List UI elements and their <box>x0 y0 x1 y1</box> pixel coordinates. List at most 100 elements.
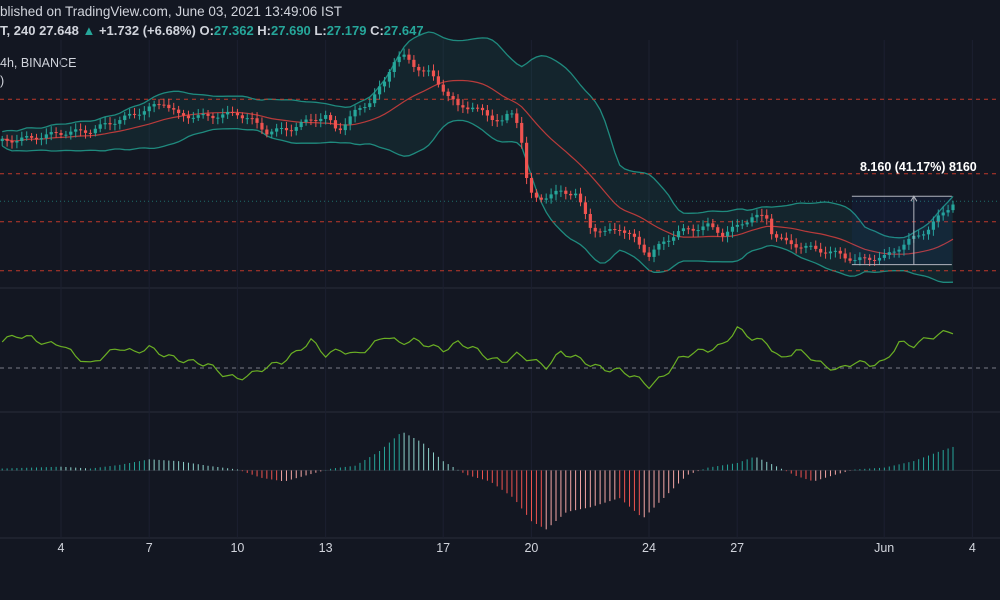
candle-body <box>466 107 470 110</box>
candle-body <box>804 245 808 248</box>
candle-body <box>583 202 588 215</box>
candle-body <box>941 212 945 216</box>
candle-body <box>34 137 39 140</box>
candle-body <box>333 120 338 129</box>
candle-body <box>505 113 509 121</box>
candle-body <box>672 237 676 241</box>
candle-body <box>211 115 215 119</box>
candle-body <box>662 241 666 244</box>
candle-body <box>162 104 166 106</box>
bollinger-basis <box>2 79 954 255</box>
candle-body <box>314 120 318 122</box>
candle-body <box>544 198 548 200</box>
time-axis-label: 10 <box>230 541 244 555</box>
candle-body <box>623 230 627 233</box>
candle-body <box>108 123 112 125</box>
candle-body <box>667 240 671 242</box>
candle-body <box>172 108 176 110</box>
series-legend: 4h, BINANCE <box>0 56 77 70</box>
candle-body <box>750 217 754 223</box>
measure-area <box>851 196 952 265</box>
candle-body <box>235 112 240 116</box>
candle-body <box>539 197 543 200</box>
candle-body <box>613 229 617 231</box>
candle-body <box>549 194 553 199</box>
candle-body <box>270 131 274 135</box>
candle-body <box>799 247 803 249</box>
candle-body <box>186 115 191 119</box>
candle-body <box>480 107 485 111</box>
candle-body <box>554 190 558 195</box>
candle-body <box>843 253 847 259</box>
candle-body <box>779 237 784 239</box>
candle-body <box>618 230 622 232</box>
candle-body <box>201 113 205 116</box>
candle-body <box>608 229 612 231</box>
bollinger-upper <box>2 31 954 239</box>
low-value: 27.179 <box>326 23 367 38</box>
candle-body <box>412 59 416 67</box>
candle-body <box>30 136 34 138</box>
quote-line: T, 240 27.648 ▲ +1.732 (+6.68%) O:27.362… <box>0 23 424 38</box>
time-axis-label: Jun <box>874 541 894 555</box>
candle-body <box>926 229 931 235</box>
candle-body <box>603 230 607 232</box>
candle-body <box>230 111 235 113</box>
candle-body <box>755 214 759 218</box>
candle-body <box>113 123 117 125</box>
candle-body <box>588 214 592 228</box>
candle-body <box>132 113 137 115</box>
candle-body <box>534 192 539 198</box>
price-range-label: 8.160 (41.17%) 8160 <box>860 160 977 174</box>
price-range-tool <box>851 195 952 266</box>
candle-body <box>936 215 940 222</box>
time-axis-label: 4 <box>969 541 976 555</box>
rsi-line <box>1 325 954 390</box>
candle-body <box>275 128 279 132</box>
candle-body <box>177 109 181 114</box>
candlesticks <box>0 48 955 267</box>
candle-body <box>392 62 396 72</box>
candle-body <box>368 103 372 108</box>
candle-body <box>784 237 788 241</box>
low-label: L: <box>314 23 327 38</box>
candle-body <box>324 115 328 119</box>
candle-body <box>500 120 504 122</box>
candle-body <box>417 66 421 71</box>
candle-body <box>814 245 818 249</box>
candle-body <box>515 113 519 123</box>
candle-body <box>760 214 764 216</box>
interval: 240 <box>13 23 36 38</box>
candle-body <box>809 245 813 247</box>
candle-body <box>951 204 955 211</box>
candle-body <box>79 129 83 131</box>
candle-body <box>426 70 431 72</box>
time-axis-label: 24 <box>642 541 656 555</box>
candle-body <box>44 134 48 139</box>
candle-body <box>686 228 690 230</box>
candle-body <box>0 138 4 142</box>
candle-body <box>377 86 382 95</box>
candle-body <box>917 235 921 237</box>
candle-body <box>931 221 935 230</box>
series-legend-sub: ) <box>0 74 5 88</box>
candle-body <box>436 76 440 85</box>
candle-body <box>770 218 774 235</box>
candle-body <box>725 231 730 237</box>
candle-body <box>451 96 455 100</box>
candle-body <box>191 117 195 119</box>
candle-body <box>838 250 842 254</box>
candle-body <box>833 250 837 252</box>
candle-body <box>157 104 161 106</box>
candle-body <box>373 94 377 104</box>
candle-body <box>716 227 720 233</box>
candle-body <box>15 140 19 143</box>
candle-body <box>946 210 950 213</box>
candle-body <box>49 132 53 135</box>
rsi-pane <box>1 325 954 390</box>
candle-body <box>525 142 529 178</box>
candle-body <box>118 120 122 124</box>
bollinger-bands <box>1 31 954 283</box>
candle-body <box>681 228 686 232</box>
